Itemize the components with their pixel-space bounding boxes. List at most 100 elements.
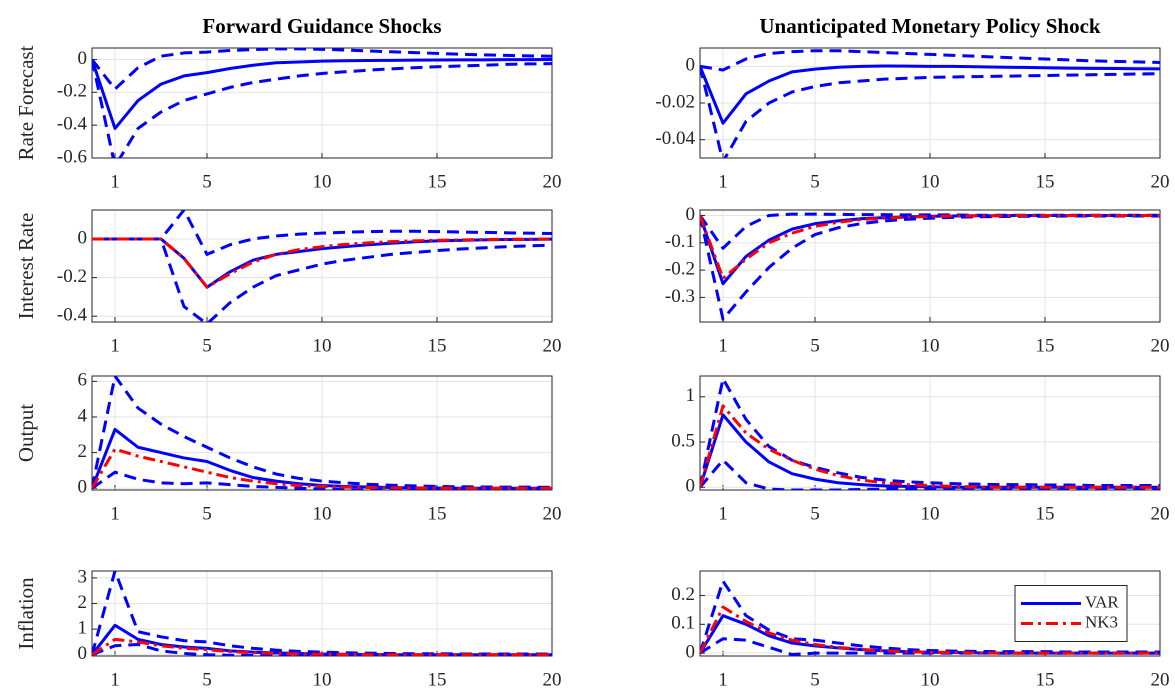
y-tick-label: 0.2 bbox=[671, 584, 695, 605]
series-line bbox=[700, 377, 1160, 488]
x-tick-label: 5 bbox=[810, 171, 820, 192]
x-tick-label: 20 bbox=[1151, 669, 1170, 688]
x-tick-label: 10 bbox=[921, 669, 940, 688]
y-tick-label: 4 bbox=[78, 405, 88, 426]
series-line bbox=[92, 48, 552, 91]
x-tick-label: 5 bbox=[810, 669, 820, 688]
x-tick-label: 15 bbox=[428, 171, 447, 192]
y-tick-label: 2 bbox=[78, 592, 88, 613]
series-line bbox=[92, 57, 552, 130]
y-tick-label: -0.2 bbox=[57, 81, 87, 102]
x-tick-label: 5 bbox=[810, 503, 820, 524]
plot-area bbox=[700, 49, 1160, 158]
x-tick-label: 20 bbox=[543, 335, 562, 356]
y-tick-label: -0.6 bbox=[57, 146, 87, 167]
x-tick-label: 15 bbox=[1036, 335, 1055, 356]
y-tick-label: -0.4 bbox=[57, 305, 88, 326]
y-tick-label: 0 bbox=[686, 641, 696, 662]
plot-area bbox=[92, 376, 552, 490]
plot-area bbox=[92, 210, 552, 322]
x-tick-label: 1 bbox=[110, 503, 120, 524]
legend-box bbox=[1014, 585, 1128, 642]
series-line bbox=[700, 605, 1160, 655]
plot-area bbox=[92, 571, 552, 656]
y-tick-label: 0 bbox=[686, 476, 696, 497]
series-line bbox=[92, 210, 552, 256]
y-tick-label: 2 bbox=[78, 441, 88, 462]
x-tick-label: 20 bbox=[1151, 503, 1170, 524]
subplot-title: Forward Guidance Shocks bbox=[202, 14, 441, 38]
x-tick-label: 20 bbox=[543, 171, 562, 192]
x-tick-label: 5 bbox=[202, 171, 212, 192]
y-tick-label: -0.3 bbox=[665, 286, 695, 307]
y-tick-label: -0.2 bbox=[665, 258, 695, 279]
y-tick-label: -0.1 bbox=[665, 231, 695, 252]
series-line bbox=[92, 237, 552, 289]
y-tick-label: 0 bbox=[78, 643, 88, 664]
y-tick-label: 1 bbox=[686, 385, 696, 406]
y-tick-label: 6 bbox=[78, 370, 88, 391]
y-tick-label: 0.1 bbox=[671, 613, 695, 634]
x-tick-label: 1 bbox=[718, 335, 728, 356]
plot-area bbox=[700, 212, 1160, 321]
y-tick-label: -0.02 bbox=[655, 91, 695, 112]
legend-label: NK3 bbox=[1085, 612, 1118, 631]
x-tick-label: 5 bbox=[202, 503, 212, 524]
x-tick-label: 1 bbox=[110, 171, 120, 192]
x-tick-label: 10 bbox=[313, 503, 332, 524]
x-tick-label: 15 bbox=[428, 503, 447, 524]
y-tick-label: 0 bbox=[686, 55, 696, 76]
plot-area bbox=[700, 377, 1160, 490]
x-tick-label: 1 bbox=[110, 335, 120, 356]
plot-area bbox=[92, 48, 552, 158]
y-tick-label: -0.04 bbox=[655, 128, 695, 149]
x-tick-label: 20 bbox=[1151, 171, 1170, 192]
panel: 1 5 10 15 20-0.3-0.2-0.10 bbox=[665, 204, 1170, 357]
y-tick-label: 0 bbox=[686, 204, 696, 225]
y-axis-label: Inflation bbox=[14, 577, 38, 650]
y-axis-label: Rate Forecast bbox=[14, 45, 38, 160]
x-tick-label: 5 bbox=[202, 669, 212, 688]
x-tick-label: 1 bbox=[718, 503, 728, 524]
x-tick-label: 10 bbox=[921, 171, 940, 192]
y-tick-label: 0 bbox=[78, 48, 88, 69]
y-axis-label: Interest Rate bbox=[14, 213, 38, 320]
subplot-title: Unanticipated Monetary Policy Shock bbox=[759, 14, 1101, 38]
x-tick-label: 15 bbox=[428, 335, 447, 356]
x-tick-label: 15 bbox=[1036, 503, 1055, 524]
x-tick-label: 5 bbox=[202, 335, 212, 356]
legend-label: VAR bbox=[1085, 592, 1119, 611]
series-line bbox=[92, 59, 552, 158]
axes-box bbox=[699, 47, 1161, 159]
series-line bbox=[700, 404, 1160, 489]
series-line bbox=[92, 637, 552, 656]
y-tick-label: -0.4 bbox=[57, 114, 88, 135]
series-line bbox=[700, 213, 1160, 280]
y-tick-label: 3 bbox=[78, 566, 88, 587]
x-tick-label: 15 bbox=[1036, 669, 1055, 688]
x-tick-label: 20 bbox=[543, 669, 562, 688]
axes-box bbox=[699, 570, 1161, 657]
x-tick-label: 1 bbox=[718, 669, 728, 688]
series-line bbox=[700, 64, 1160, 125]
x-tick-label: 15 bbox=[428, 669, 447, 688]
x-tick-label: 10 bbox=[921, 503, 940, 524]
series-line bbox=[92, 470, 552, 490]
y-tick-label: 0 bbox=[78, 477, 88, 498]
x-tick-label: 10 bbox=[313, 335, 332, 356]
x-tick-label: 5 bbox=[810, 335, 820, 356]
plot-area bbox=[700, 579, 1160, 656]
y-tick-label: 0.5 bbox=[671, 430, 695, 451]
x-tick-label: 1 bbox=[110, 669, 120, 688]
x-tick-label: 10 bbox=[313, 171, 332, 192]
x-tick-label: 10 bbox=[313, 669, 332, 688]
series-line bbox=[700, 65, 1160, 158]
